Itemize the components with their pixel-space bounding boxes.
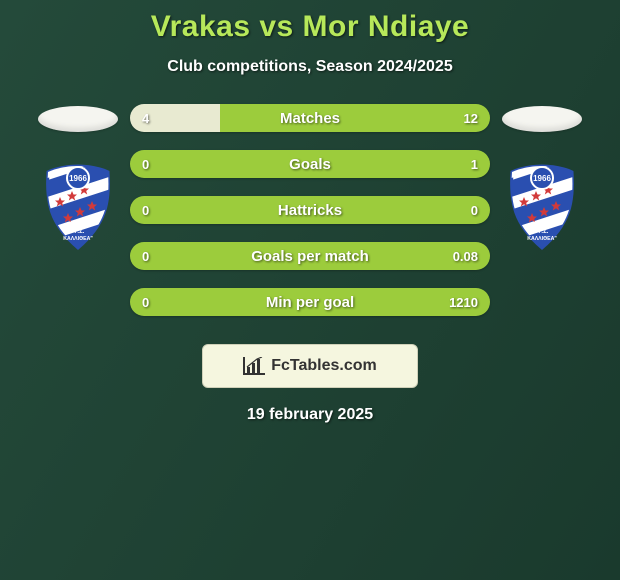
stat-bar: 00.08Goals per match [130, 242, 490, 270]
stat-bar: 01210Min per goal [130, 288, 490, 316]
chart-icon [243, 357, 265, 375]
right-flag-oval [502, 106, 582, 132]
left-flag-oval [38, 106, 118, 132]
page-title: Vrakas vs Mor Ndiaye [0, 10, 620, 44]
right-player-col: 1966 Π.Α.Ε "Γ.Σ. ΚΑΛΛΙΘΕΑ" [502, 104, 582, 252]
date-line: 19 february 2025 [0, 406, 620, 424]
right-club-badge: 1966 Π.Α.Ε "Γ.Σ. ΚΑΛΛΙΘΕΑ" [502, 162, 582, 252]
stat-bar: 00Hattricks [130, 196, 490, 224]
comparison-card: Vrakas vs Mor Ndiaye Club competitions, … [0, 0, 620, 424]
svg-text:1966: 1966 [69, 174, 87, 183]
content-row: 1966 Π.Α.Ε "Γ.Σ. ΚΑΛΛΙΘΕΑ" 412Matches 01G… [0, 104, 620, 316]
svg-text:"Γ.Σ.: "Γ.Σ. [536, 229, 549, 235]
svg-text:ΚΑΛΛΙΘΕΑ": ΚΑΛΛΙΘΕΑ" [527, 236, 557, 242]
stat-bar: 01Goals [130, 150, 490, 178]
stat-bar: 412Matches [130, 104, 490, 132]
left-player-col: 1966 Π.Α.Ε "Γ.Σ. ΚΑΛΛΙΘΕΑ" [38, 104, 118, 252]
svg-text:ΚΑΛΛΙΘΕΑ": ΚΑΛΛΙΘΕΑ" [63, 236, 93, 242]
svg-text:1966: 1966 [533, 174, 551, 183]
svg-text:Π.Α.Ε: Π.Α.Ε [534, 222, 550, 228]
brand-text: FcTables.com [271, 357, 377, 375]
svg-text:"Γ.Σ.: "Γ.Σ. [72, 229, 85, 235]
stats-column: 412Matches 01Goals 00Hattricks 00.08Goals p… [130, 104, 490, 316]
brand-footer[interactable]: FcTables.com [202, 344, 418, 388]
svg-text:Π.Α.Ε: Π.Α.Ε [70, 222, 86, 228]
subtitle: Club competitions, Season 2024/2025 [0, 58, 620, 76]
left-club-badge: 1966 Π.Α.Ε "Γ.Σ. ΚΑΛΛΙΘΕΑ" [38, 162, 118, 252]
